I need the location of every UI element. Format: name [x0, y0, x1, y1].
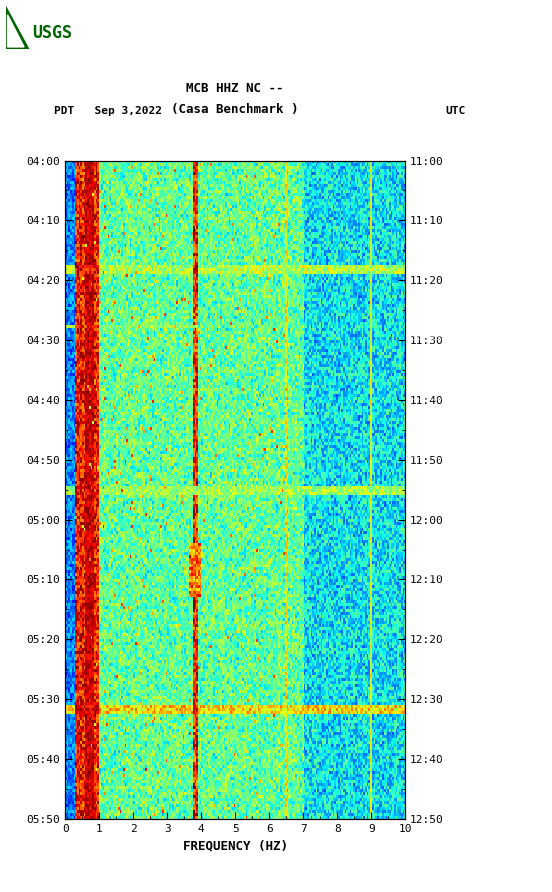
Polygon shape	[8, 15, 24, 47]
Text: PDT   Sep 3,2022: PDT Sep 3,2022	[54, 106, 162, 116]
Text: MCB HHZ NC --: MCB HHZ NC --	[187, 82, 284, 95]
Polygon shape	[6, 6, 29, 49]
Text: (Casa Benchmark ): (Casa Benchmark )	[172, 103, 299, 116]
Text: USGS: USGS	[32, 24, 72, 42]
Text: UTC: UTC	[445, 106, 466, 116]
X-axis label: FREQUENCY (HZ): FREQUENCY (HZ)	[183, 839, 288, 852]
